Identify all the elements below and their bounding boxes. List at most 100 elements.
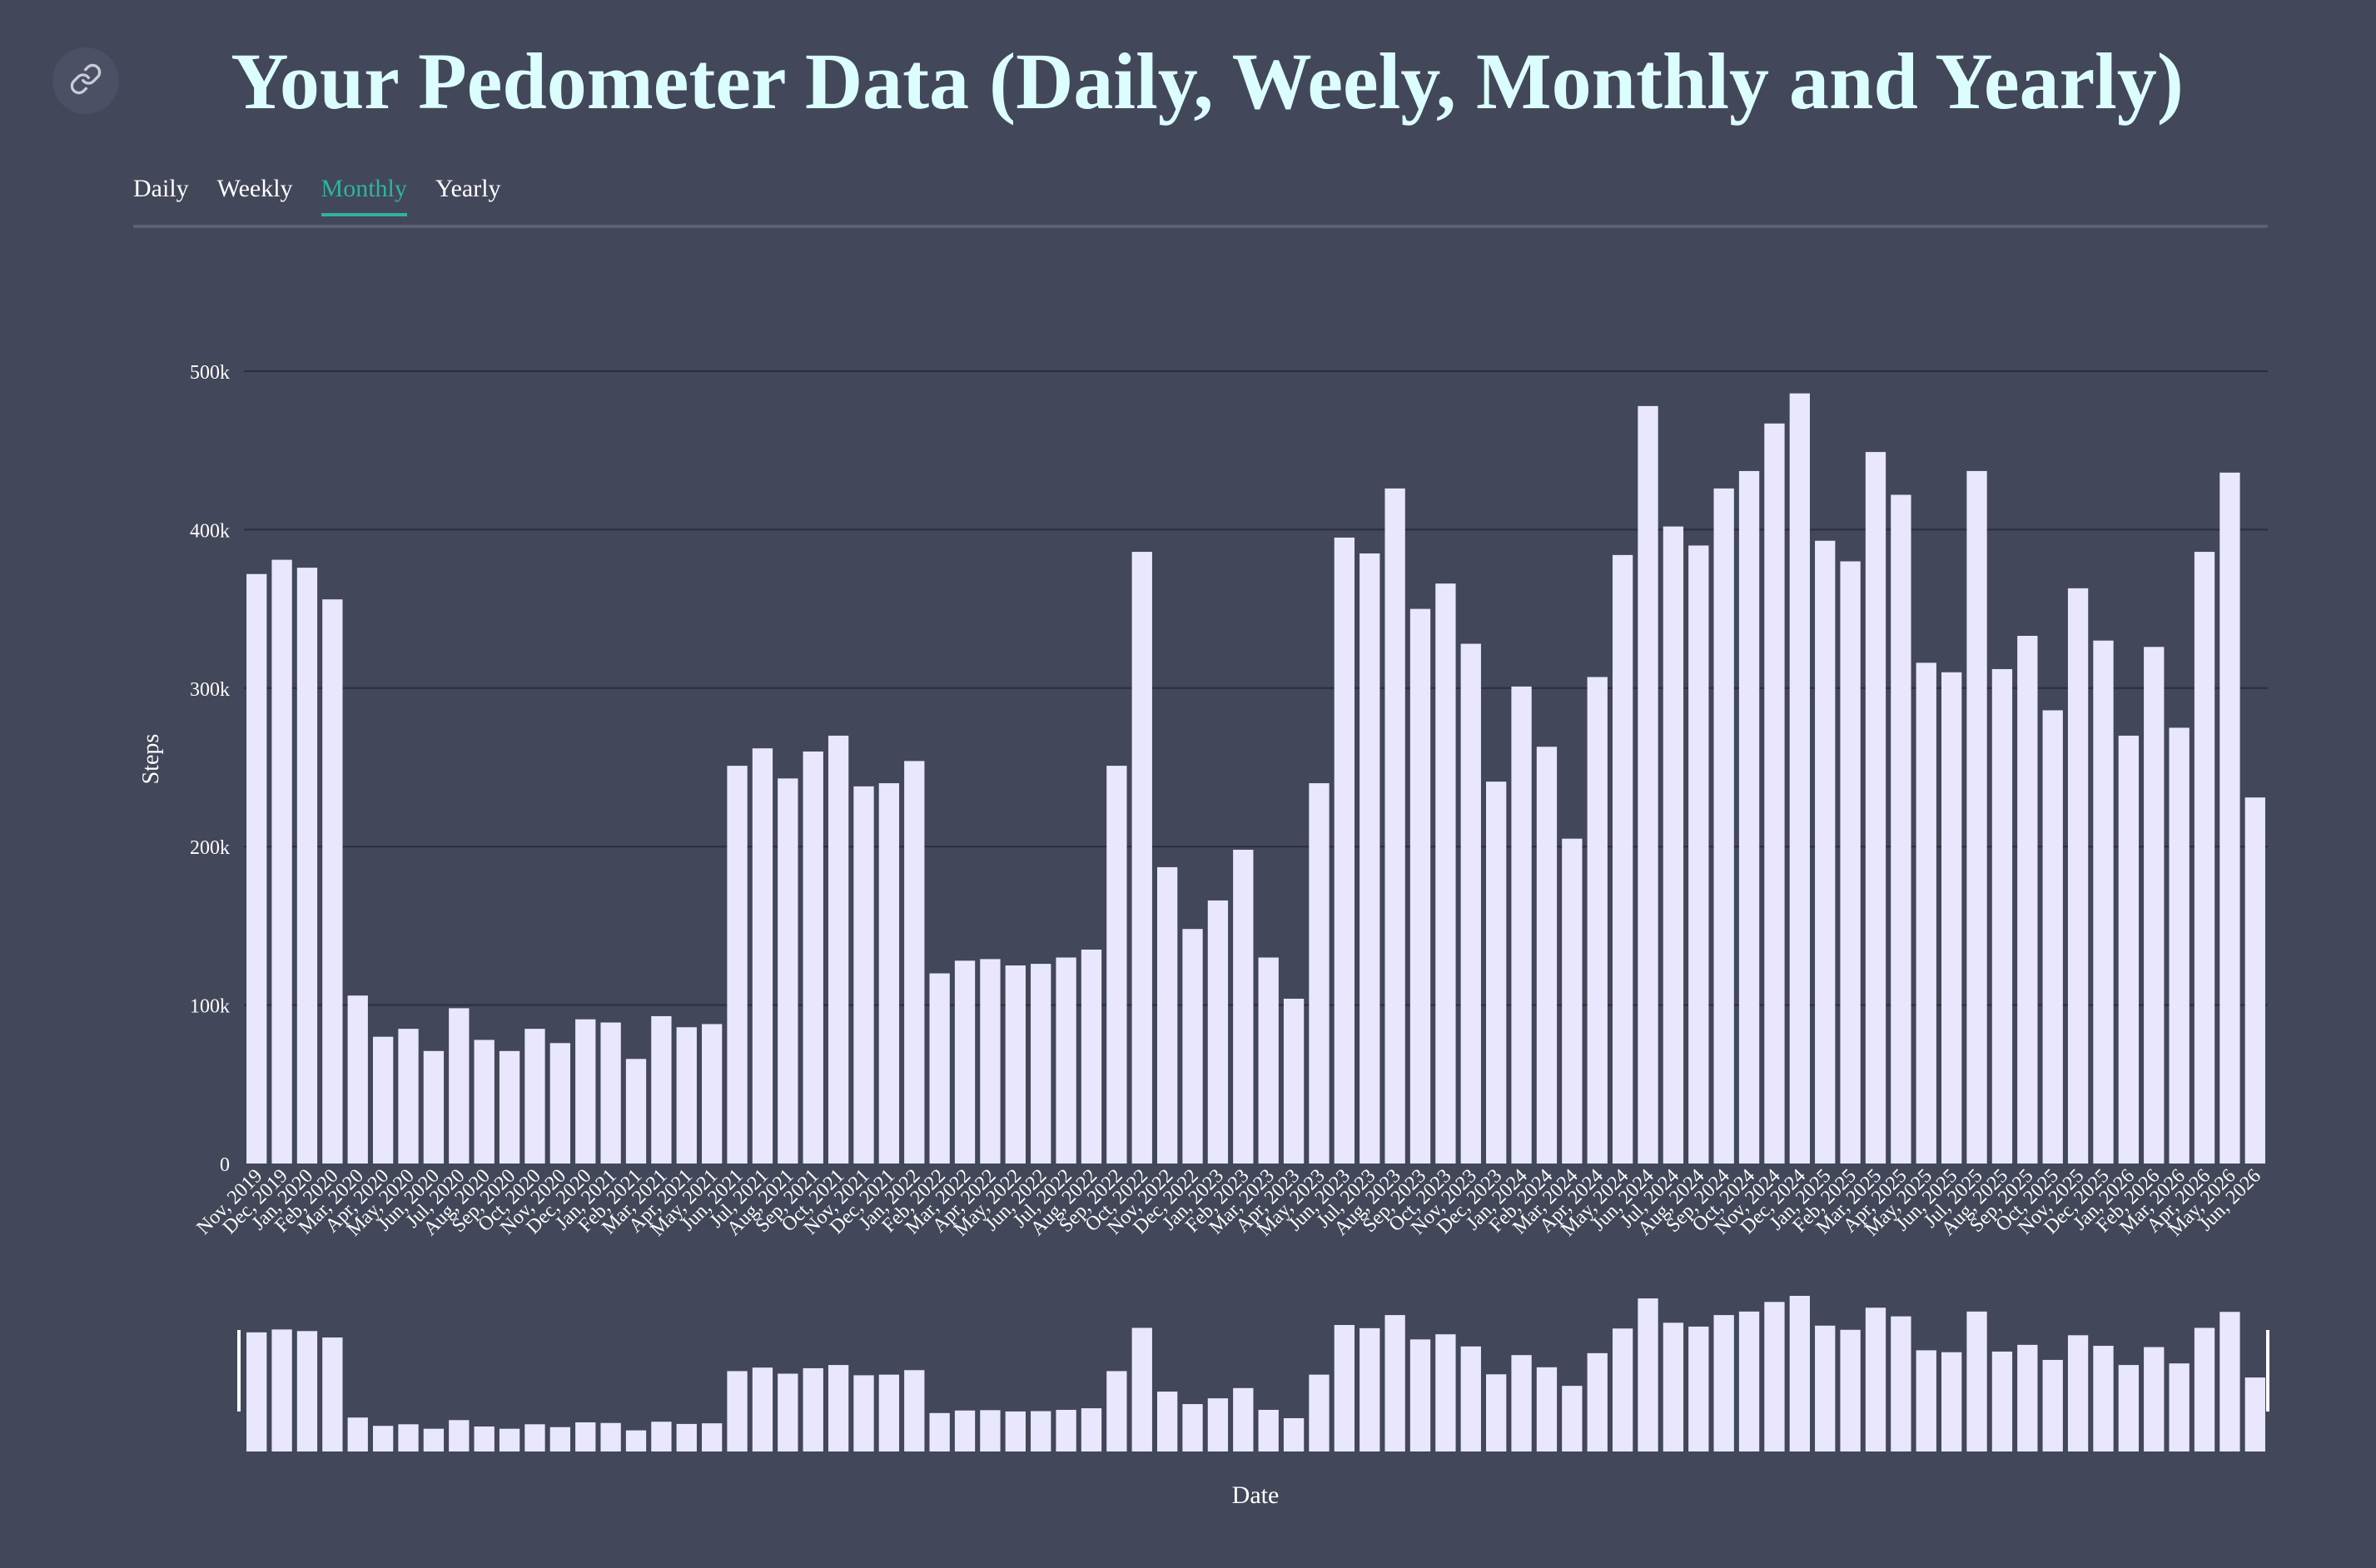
bar[interactable] bbox=[1865, 452, 1886, 1164]
bar[interactable] bbox=[1638, 405, 1658, 1164]
bar[interactable] bbox=[651, 1015, 672, 1164]
bar[interactable] bbox=[322, 599, 343, 1164]
bar[interactable] bbox=[246, 573, 267, 1164]
bar[interactable] bbox=[549, 1043, 570, 1164]
brush-bar bbox=[1789, 1296, 1810, 1451]
brush-handle-right[interactable] bbox=[2266, 1330, 2269, 1412]
bar[interactable] bbox=[1587, 677, 1608, 1164]
bar[interactable] bbox=[1891, 494, 1911, 1164]
brush-bar bbox=[296, 1331, 318, 1451]
bar[interactable] bbox=[778, 778, 798, 1164]
copy-link-button[interactable] bbox=[52, 47, 119, 114]
bar[interactable] bbox=[474, 1040, 495, 1164]
bar[interactable] bbox=[2194, 552, 2215, 1164]
bar[interactable] bbox=[803, 751, 823, 1164]
bar[interactable] bbox=[1663, 526, 1684, 1164]
bar[interactable] bbox=[828, 735, 849, 1164]
brush-bar bbox=[2244, 1377, 2265, 1451]
tab-yearly[interactable]: Yearly bbox=[435, 175, 501, 202]
bar[interactable] bbox=[1359, 553, 1380, 1164]
bar[interactable] bbox=[2144, 647, 2165, 1164]
tab-daily[interactable]: Daily bbox=[133, 175, 189, 202]
bar[interactable] bbox=[1435, 583, 1456, 1164]
brush-bar bbox=[1612, 1328, 1633, 1451]
bar[interactable] bbox=[752, 748, 773, 1164]
bar[interactable] bbox=[1031, 964, 1051, 1164]
bar[interactable] bbox=[1258, 957, 1279, 1164]
bar[interactable] bbox=[1384, 488, 1405, 1164]
brush-navigator[interactable] bbox=[237, 1296, 2269, 1451]
bar[interactable] bbox=[1131, 552, 1152, 1164]
bar[interactable] bbox=[929, 973, 950, 1164]
tab-weekly[interactable]: Weekly bbox=[216, 175, 293, 202]
bar[interactable] bbox=[2169, 727, 2190, 1164]
bar[interactable] bbox=[2042, 710, 2063, 1164]
tab-monthly[interactable]: Monthly bbox=[321, 166, 408, 216]
bar[interactable] bbox=[1688, 545, 1709, 1164]
bar[interactable] bbox=[1460, 643, 1481, 1164]
bar[interactable] bbox=[1334, 537, 1355, 1164]
bar[interactable] bbox=[1612, 554, 1633, 1164]
bar[interactable] bbox=[449, 1008, 470, 1164]
bar[interactable] bbox=[1005, 965, 1026, 1164]
bar[interactable] bbox=[1511, 686, 1532, 1164]
bar[interactable] bbox=[625, 1059, 647, 1164]
bar[interactable] bbox=[271, 559, 292, 1164]
bar[interactable] bbox=[398, 1029, 419, 1164]
bar[interactable] bbox=[1207, 900, 1229, 1164]
bar[interactable] bbox=[1182, 929, 1203, 1164]
bar[interactable] bbox=[2219, 472, 2240, 1164]
bar[interactable] bbox=[1991, 668, 2013, 1164]
bar[interactable] bbox=[1966, 470, 1987, 1164]
bar[interactable] bbox=[1562, 838, 1583, 1164]
bar[interactable] bbox=[1738, 470, 1760, 1164]
bar[interactable] bbox=[2017, 635, 2038, 1164]
bar[interactable] bbox=[1309, 783, 1330, 1164]
bar[interactable] bbox=[600, 1022, 621, 1164]
brush-bar bbox=[474, 1426, 495, 1451]
bar[interactable] bbox=[1283, 998, 1305, 1164]
bar[interactable] bbox=[2093, 640, 2114, 1164]
bar[interactable] bbox=[2118, 735, 2140, 1164]
brush-bar bbox=[2042, 1359, 2063, 1451]
bar[interactable] bbox=[980, 959, 1001, 1164]
bar[interactable] bbox=[676, 1027, 697, 1164]
bar[interactable] bbox=[904, 761, 925, 1164]
bar[interactable] bbox=[1081, 949, 1102, 1164]
bar[interactable] bbox=[1536, 747, 1558, 1164]
bar[interactable] bbox=[1156, 866, 1178, 1164]
bar[interactable] bbox=[727, 766, 748, 1164]
bar[interactable] bbox=[1764, 423, 1785, 1164]
bar[interactable] bbox=[1789, 393, 1810, 1164]
bar[interactable] bbox=[1106, 766, 1127, 1164]
bar[interactable] bbox=[2067, 588, 2089, 1164]
brush-bar bbox=[1536, 1367, 1558, 1451]
bar[interactable] bbox=[524, 1029, 545, 1164]
bar[interactable] bbox=[347, 995, 368, 1164]
bar[interactable] bbox=[1056, 957, 1076, 1164]
brush-bar bbox=[1815, 1325, 1836, 1451]
bar[interactable] bbox=[1233, 850, 1254, 1164]
bar[interactable] bbox=[954, 960, 976, 1164]
bar[interactable] bbox=[702, 1024, 723, 1164]
bar[interactable] bbox=[878, 783, 900, 1164]
bar[interactable] bbox=[1815, 540, 1836, 1164]
bar[interactable] bbox=[2244, 797, 2265, 1164]
brush-bar bbox=[2219, 1312, 2240, 1451]
brush-bar bbox=[1840, 1329, 1861, 1451]
bar[interactable] bbox=[1486, 782, 1507, 1164]
bar[interactable] bbox=[1916, 662, 1936, 1164]
bar[interactable] bbox=[423, 1050, 445, 1164]
brush-handle-left[interactable] bbox=[237, 1330, 241, 1412]
bar[interactable] bbox=[1840, 561, 1861, 1164]
bar[interactable] bbox=[1409, 608, 1431, 1164]
bar[interactable] bbox=[296, 568, 318, 1164]
bar[interactable] bbox=[1941, 672, 1962, 1164]
bar[interactable] bbox=[575, 1019, 596, 1164]
bar[interactable] bbox=[853, 786, 874, 1164]
bar[interactable] bbox=[372, 1036, 394, 1164]
bar[interactable] bbox=[1713, 488, 1734, 1164]
bar[interactable] bbox=[499, 1050, 520, 1164]
y-tick-label: 400k bbox=[190, 520, 230, 542]
